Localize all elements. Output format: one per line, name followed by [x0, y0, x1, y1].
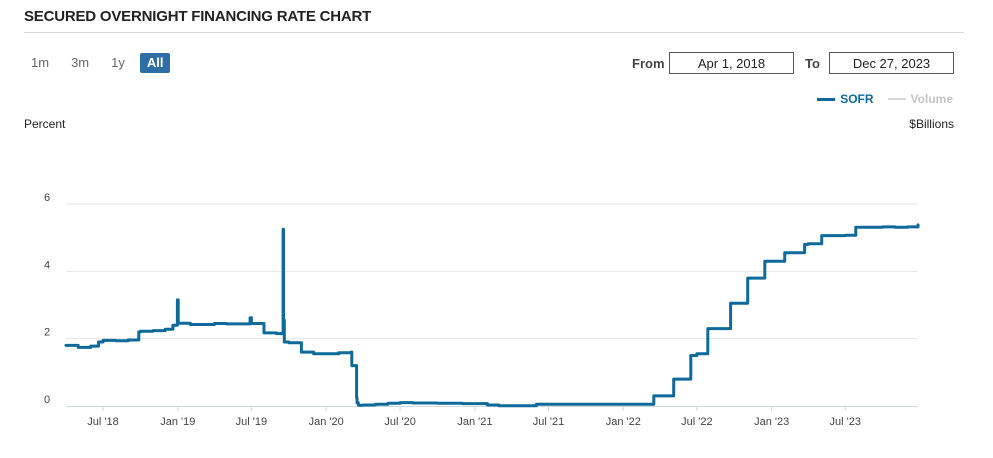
- range-selector: 1m 3m 1y All: [24, 53, 178, 73]
- x-tick-label-4: Jul '20: [384, 416, 415, 428]
- range-button-1y[interactable]: 1y: [111, 55, 125, 70]
- range-button-3m[interactable]: 3m: [71, 55, 90, 70]
- x-tick-label-3: Jan '20: [309, 416, 344, 428]
- x-tick-label-0: Jul '18: [87, 416, 118, 428]
- y-tick-label-0: 0: [44, 394, 50, 406]
- range-button-all[interactable]: All: [139, 53, 171, 73]
- chart-legend: SOFR Volume: [803, 92, 953, 106]
- x-tick-label-6: Jul '21: [533, 416, 564, 428]
- title-divider: [24, 32, 964, 33]
- range-button-1m[interactable]: 1m: [31, 55, 50, 70]
- legend-item-volume[interactable]: Volume: [887, 92, 953, 106]
- to-label: To: [805, 56, 820, 71]
- x-tick-label-8: Jul '22: [681, 416, 712, 428]
- page-title: SECURED OVERNIGHT FINANCING RATE CHART: [24, 8, 372, 25]
- y-tick-label-2: 2: [44, 327, 50, 339]
- legend-swatch-sofr: [817, 97, 836, 101]
- from-date-input[interactable]: [669, 52, 794, 74]
- legend-item-sofr[interactable]: SOFR: [817, 92, 874, 106]
- x-tick-label-9: Jan '23: [754, 416, 789, 428]
- x-tick-label-10: Jul '23: [830, 416, 861, 428]
- x-tick-label-2: Jul '19: [236, 416, 267, 428]
- legend-label-volume: Volume: [910, 92, 953, 106]
- x-tick-label-5: Jan '21: [457, 416, 492, 428]
- from-label: From: [632, 56, 665, 71]
- x-tick-label-7: Jan '22: [606, 416, 641, 428]
- legend-swatch-volume: [887, 98, 906, 100]
- x-tick-label-1: Jan '19: [160, 416, 195, 428]
- y-tick-label-6: 6: [44, 192, 50, 204]
- y2-axis-title: $Billions: [909, 117, 954, 131]
- legend-label-sofr: SOFR: [840, 92, 874, 106]
- y-axis-title: Percent: [24, 117, 66, 131]
- y-tick-label-4: 4: [44, 259, 50, 271]
- series-line-sofr: [64, 223, 920, 408]
- to-date-input[interactable]: [829, 52, 954, 74]
